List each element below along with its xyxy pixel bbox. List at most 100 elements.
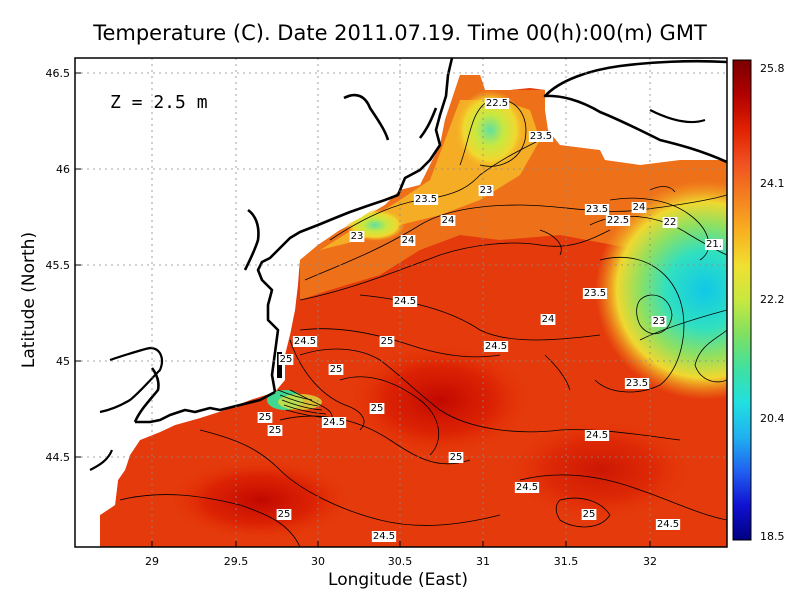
x-tick-label: 32 — [643, 555, 657, 568]
land-mass — [75, 58, 445, 547]
coastline — [133, 58, 727, 424]
contour-label: 23.5 — [415, 194, 437, 205]
contour-label-bg — [369, 403, 385, 414]
contour-label-bg — [705, 239, 723, 250]
contour-label: 24 — [633, 202, 646, 213]
land-mass-northeast — [545, 58, 727, 165]
contour-label-bg — [267, 425, 283, 436]
plot-area — [75, 58, 727, 547]
x-tick-label: 29.5 — [224, 555, 249, 568]
contour-label: 24.5 — [657, 519, 679, 530]
contour-label-bg — [440, 215, 456, 226]
colorbar-tick-label: 25.8 — [760, 62, 785, 75]
contour-label-bg — [528, 131, 554, 142]
contour-label-bg — [651, 316, 667, 327]
x-tick-label: 31 — [476, 555, 490, 568]
east-cold-pool — [595, 180, 727, 400]
contour-label-bg — [631, 202, 647, 213]
contour-label-bg — [483, 341, 509, 352]
contour-label-bg — [257, 412, 273, 423]
contour-label-bg — [584, 430, 610, 441]
chart-title: Temperature (C). Date 2011.07.19. Time 0… — [92, 21, 707, 45]
contour-label-bg — [349, 231, 365, 242]
contour-label: 25 — [583, 509, 596, 520]
contour-label-bg — [448, 452, 464, 463]
grid-lines — [75, 58, 727, 547]
contour-label-bg — [379, 336, 395, 347]
contour-label: 24 — [442, 215, 455, 226]
contour-label: 24.5 — [586, 430, 608, 441]
y-tick-label: 45 — [56, 355, 70, 368]
contour-label: 24 — [542, 314, 555, 325]
contour-label: 24.5 — [373, 531, 395, 542]
contour-label-bg — [655, 519, 681, 530]
contour-label: 25 — [259, 412, 272, 423]
contour-label: 25 — [280, 354, 293, 365]
contour-label-bg — [581, 509, 597, 520]
warm-core-center — [350, 345, 530, 455]
contour-label-bg — [278, 354, 294, 365]
contour-label: 22.5 — [486, 98, 508, 109]
y-axis-label: Latitude (North) — [19, 232, 39, 368]
contour-label: 24.5 — [294, 336, 316, 347]
x-tick-label: 31.5 — [554, 555, 579, 568]
contour-label-bg — [582, 288, 608, 299]
contour-label: 23 — [480, 185, 493, 196]
contour-label: 25 — [330, 364, 343, 375]
contour-label-bg — [484, 98, 510, 109]
colorbar-ticks: 25.8 24.1 22.2 20.4 18.5 — [760, 62, 785, 543]
contour-label-bg — [605, 215, 631, 226]
contour-label-bg — [662, 217, 678, 228]
colorbar-tick-label: 20.4 — [760, 412, 785, 425]
contour-label-bg — [292, 336, 318, 347]
contour-label: 23 — [351, 231, 364, 242]
plot-frame — [74, 57, 728, 548]
contour-label-bg — [624, 378, 650, 389]
x-tick-label: 30.5 — [388, 555, 413, 568]
contour-label: 22.5 — [607, 215, 629, 226]
contour-label-bg — [413, 194, 439, 205]
colorbar-tick-label: 18.5 — [760, 530, 785, 543]
contour-label-bg — [321, 417, 347, 428]
colorbar — [732, 59, 752, 541]
contour-label-bg — [540, 314, 556, 325]
north-cold-spot — [455, 90, 525, 170]
contour-label: 25 — [450, 452, 463, 463]
contour-label-bg — [328, 364, 344, 375]
contour-label: 24.5 — [485, 341, 507, 352]
y-tick-label: 46 — [56, 163, 70, 176]
x-tick-label: 29 — [145, 555, 159, 568]
x-tick-label: 30 — [311, 555, 325, 568]
contour-label-bg — [514, 482, 540, 493]
contour-label: 21. — [706, 239, 722, 250]
contour-label-bg — [400, 235, 416, 246]
x-axis-label: Longitude (East) — [328, 570, 468, 590]
contour-label: 23.5 — [586, 204, 608, 215]
contour-label-bg — [392, 296, 418, 307]
contour-label: 24.5 — [516, 482, 538, 493]
contour-label-layer: 22.523.52323.523242423.522.5242221.24.52… — [257, 98, 723, 542]
contour-label: 25 — [269, 425, 282, 436]
colorbar-tick-label: 22.2 — [760, 293, 785, 306]
contour-label: 23.5 — [626, 378, 648, 389]
contour-label: 24.5 — [394, 296, 416, 307]
contour-label: 25 — [381, 336, 394, 347]
y-tick-label: 46.5 — [46, 67, 71, 80]
y-tick-label: 44.5 — [46, 451, 71, 464]
contour-label: 24.5 — [323, 417, 345, 428]
depth-label: Z = 2.5 m — [110, 92, 208, 113]
y-tick-label: 45.5 — [46, 259, 71, 272]
contour-label-bg — [371, 531, 397, 542]
contour-label: 25 — [278, 509, 291, 520]
contour-label: 23 — [653, 316, 666, 327]
contour-label: 22 — [664, 217, 677, 228]
contour-label: 23.5 — [584, 288, 606, 299]
contour-label: 23.5 — [530, 131, 552, 142]
colorbar-tick-label: 24.1 — [760, 177, 785, 190]
warm-core-southeast — [510, 420, 690, 520]
contour-label-bg — [478, 185, 494, 196]
contour-label: 25 — [371, 403, 384, 414]
y-axis-ticks: 46.5 46 45.5 45 44.5 — [46, 67, 81, 464]
